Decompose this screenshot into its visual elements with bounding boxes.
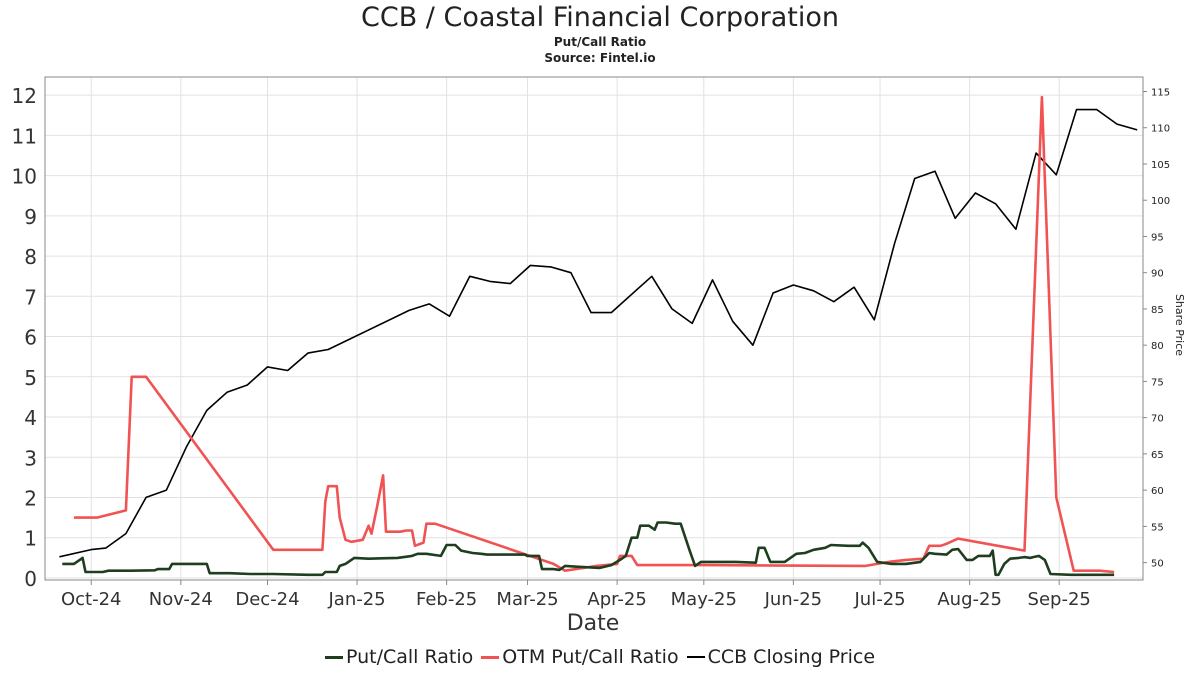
legend-item-put-call: Put/Call Ratio (324, 646, 474, 668)
y-tick-label: 11 (12, 124, 37, 148)
grid-lines (45, 77, 1143, 580)
y-tick-label: 3 (24, 446, 37, 470)
x-tick-label: Apr-25 (587, 589, 646, 610)
y2-tick-label: 75 (1151, 377, 1164, 388)
x-axis-label: Date (567, 611, 620, 636)
y2-tick-label: 60 (1151, 486, 1164, 497)
legend-label-price: CCB Closing Price (707, 646, 876, 668)
y-tick-label: 8 (24, 245, 37, 269)
y2-tick-label: 85 (1151, 305, 1164, 316)
legend: Put/Call Ratio OTM Put/Call Ratio CCB Cl… (0, 646, 1200, 668)
legend-swatch-price (686, 656, 705, 658)
legend-swatch-put-call (324, 655, 343, 659)
legend-label-otm: OTM Put/Call Ratio (502, 646, 679, 668)
x-tick-label: Aug-25 (937, 589, 1002, 610)
y-tick-label: 12 (12, 84, 37, 108)
x-tick-label: May-25 (671, 589, 737, 610)
x-tick-label: Nov-24 (149, 589, 213, 610)
y-tick-label: 9 (24, 205, 37, 229)
x-tick-label: Oct-24 (61, 589, 122, 610)
x-tick-label: Jan-25 (327, 589, 385, 610)
legend-item-price: CCB Closing Price (686, 646, 876, 668)
y2-tick-label: 105 (1151, 160, 1170, 171)
series-line-ccb-closing-price (59, 108, 1138, 558)
series-line-put-call-ratio (62, 521, 1115, 577)
x-tick-label: Feb-25 (416, 589, 477, 610)
y-tick-label: 10 (12, 165, 37, 189)
tick-labels: 0123456789101112505560657075808590951001… (12, 84, 1171, 610)
y-tick-label: 5 (24, 366, 37, 390)
plot-frame (44, 76, 1144, 581)
y-tick-label: 4 (24, 406, 37, 430)
x-tick-label: Mar-25 (496, 589, 558, 610)
chart-subtitle: Put/Call Ratio (553, 35, 647, 49)
y-tick-label: 7 (24, 285, 37, 309)
x-tick-label: Dec-24 (235, 589, 299, 610)
legend-swatch-otm (481, 655, 500, 659)
y2-tick-label: 70 (1151, 414, 1164, 425)
y2-axis-label: Share Price (1173, 294, 1186, 356)
y-tick-label: 6 (24, 326, 37, 350)
y-tick-label: 2 (24, 487, 37, 511)
y2-tick-label: 110 (1151, 124, 1170, 135)
x-tick-label: Jun-25 (764, 589, 823, 610)
x-tick-label: Sep-25 (1028, 589, 1091, 610)
chart-svg: 0123456789101112505560657075808590951001… (12, 76, 1186, 636)
series-line-otm-put-call-ratio (73, 95, 1115, 574)
legend-label-put-call: Put/Call Ratio (345, 646, 474, 668)
y2-tick-label: 80 (1151, 341, 1164, 352)
y2-tick-label: 50 (1151, 559, 1164, 570)
y2-tick-label: 100 (1151, 196, 1170, 207)
y2-tick-label: 115 (1151, 87, 1170, 98)
x-tick-label: Jul-25 (853, 589, 905, 610)
y2-tick-label: 55 (1151, 522, 1164, 533)
series-group (59, 95, 1138, 577)
y2-tick-label: 95 (1151, 232, 1164, 243)
chart-title: CCB / Coastal Financial Corporation (361, 2, 839, 33)
y2-tick-label: 90 (1151, 269, 1164, 280)
y-tick-label: 0 (24, 567, 37, 591)
y2-tick-label: 65 (1151, 450, 1164, 461)
legend-item-otm: OTM Put/Call Ratio (481, 646, 679, 668)
y-tick-label: 1 (24, 527, 37, 551)
chart-source: Source: Fintel.io (544, 51, 656, 65)
